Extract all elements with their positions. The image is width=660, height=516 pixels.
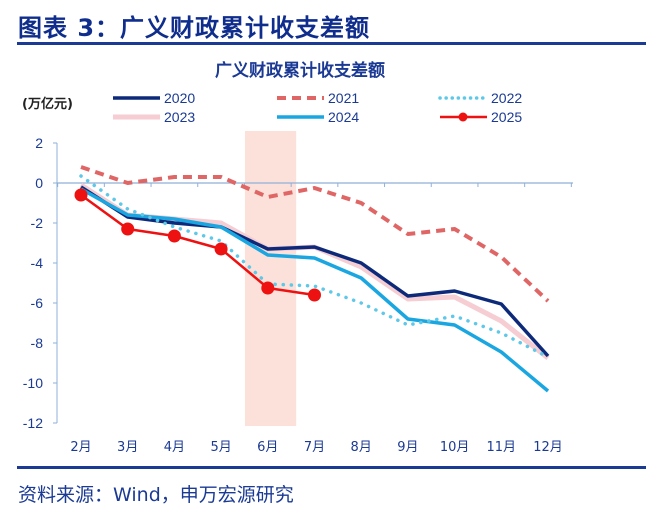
y-tick-label: 0 xyxy=(35,175,43,191)
series-line-2023 xyxy=(79,182,550,360)
series-line-2022 xyxy=(79,174,550,359)
series-line-2020 xyxy=(80,185,550,358)
data-point-2025 xyxy=(74,188,88,202)
y-axis-unit-label: (万亿元) xyxy=(22,96,73,112)
series-2021 xyxy=(80,165,550,303)
legend-label-2021: 2021 xyxy=(328,90,359,106)
legend-label-2025: 2025 xyxy=(491,109,522,125)
legend-label-2022: 2022 xyxy=(491,90,522,106)
legend-item-2024: 2024 xyxy=(277,109,359,125)
series-2020 xyxy=(80,185,550,358)
data-point-2025 xyxy=(308,288,321,302)
legend-item-2022: 2022 xyxy=(438,90,522,106)
axes: 2 0 -2 -4 -6 -8 -10 -12 2月 3月 4月 5月 6月 7月 8月 9月 10月 11月 12… xyxy=(23,135,573,455)
series-line-2025 xyxy=(80,193,315,297)
data-point-2025 xyxy=(167,229,181,243)
series-2025 xyxy=(74,188,321,302)
x-tick-label: 8月 xyxy=(351,440,372,455)
legend-label-2024: 2024 xyxy=(328,109,359,125)
x-tick-label: 6月 xyxy=(257,440,278,455)
legend-marker-2025 xyxy=(458,112,468,122)
x-tick-label: 10月 xyxy=(440,440,470,455)
legend-item-2025: 2025 xyxy=(440,109,522,125)
y-tick-label: -8 xyxy=(31,335,44,351)
y-tick-label: -12 xyxy=(23,415,43,431)
source-rule xyxy=(17,466,646,469)
series-2022 xyxy=(79,174,550,359)
y-tick-label: -6 xyxy=(31,295,44,311)
series-line-2024 xyxy=(80,187,550,393)
source-note: 资料来源：Wind，申万宏源研究 xyxy=(18,484,294,506)
x-tick-label: 3月 xyxy=(117,440,138,455)
series-layer xyxy=(74,165,550,393)
legend-item-2023: 2023 xyxy=(113,109,195,125)
legend-label-2020: 2020 xyxy=(164,90,195,106)
y-tick-label: -4 xyxy=(31,255,44,271)
data-point-2025 xyxy=(261,281,275,295)
series-2023 xyxy=(79,182,550,360)
y-tick-label: 2 xyxy=(35,135,43,151)
series-line-2021 xyxy=(80,165,550,303)
x-tick-label: 11月 xyxy=(487,440,517,455)
x-tick-label: 7月 xyxy=(304,440,325,455)
highlight-band-layer xyxy=(244,131,297,426)
x-tick-label: 2月 xyxy=(70,440,91,455)
figure-title: 图表 3：广义财政累计收支差额 xyxy=(18,14,371,42)
legend-item-2020: 2020 xyxy=(113,90,195,106)
data-point-2025 xyxy=(121,222,135,236)
title-rule xyxy=(17,42,646,45)
y-tick-label: -10 xyxy=(23,375,43,391)
x-tick-label: 9月 xyxy=(397,440,418,455)
chart-title: 广义财政累计收支差额 xyxy=(215,60,385,81)
legend: 2020 2021 2022 2023 2024 2025 xyxy=(113,90,522,125)
x-tick-label: 5月 xyxy=(210,440,231,455)
series-2024 xyxy=(80,187,550,393)
x-tick-label: 4月 xyxy=(164,440,185,455)
y-tick-label: -2 xyxy=(31,215,44,231)
highlight-band xyxy=(244,131,297,426)
legend-label-2023: 2023 xyxy=(164,109,195,125)
data-point-2025 xyxy=(214,242,228,256)
x-tick-label: 12月 xyxy=(533,440,563,455)
legend-item-2021: 2021 xyxy=(277,90,359,106)
